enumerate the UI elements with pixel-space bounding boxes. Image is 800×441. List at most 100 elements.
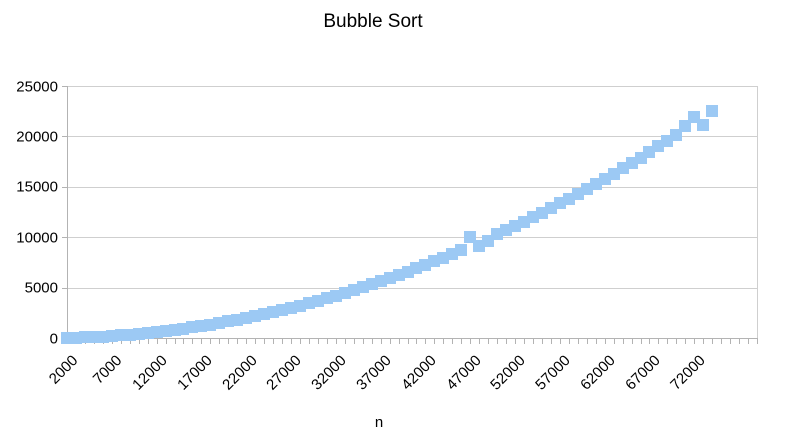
x-axis-tick: [237, 339, 239, 344]
x-axis-tick: [425, 339, 427, 344]
x-axis-tick: [228, 339, 230, 344]
x-axis-tick: [721, 339, 723, 344]
data-point-marker: [455, 244, 468, 257]
x-axis-tick: [461, 339, 463, 344]
x-axis-tick: [147, 339, 149, 344]
y-axis-label: 0: [49, 330, 58, 347]
x-axis-tick: [192, 339, 194, 344]
x-axis-tick: [730, 339, 732, 344]
x-axis-tick: [631, 339, 633, 344]
x-axis-tick: [685, 339, 687, 344]
x-axis-tick: [371, 339, 373, 344]
x-axis-tick: [532, 339, 534, 344]
x-axis-label: 27000: [263, 352, 306, 394]
x-axis-tick: [640, 339, 642, 344]
x-axis-tick: [326, 339, 328, 344]
x-axis-tick: [416, 339, 418, 344]
x-axis-tick: [559, 339, 561, 344]
x-axis-tick: [273, 339, 275, 344]
x-axis-tick: [282, 339, 284, 344]
x-axis-tick: [676, 339, 678, 344]
x-axis-tick: [577, 339, 579, 344]
x-axis-label: 52000: [487, 352, 530, 394]
y-axis-tick: [62, 86, 67, 87]
x-axis-tick: [694, 339, 696, 344]
x-axis-label: 42000: [397, 352, 440, 394]
data-point-marker: [706, 105, 719, 118]
x-axis-tick: [515, 339, 517, 344]
x-axis-tick: [362, 339, 364, 344]
x-axis-label: 47000: [442, 352, 485, 394]
x-axis-tick: [452, 339, 454, 344]
x-axis-tick: [497, 339, 499, 344]
x-axis-label: 72000: [666, 352, 709, 394]
x-axis-label: 57000: [532, 352, 574, 394]
chart-title: Bubble Sort: [323, 11, 423, 32]
x-axis-tick: [649, 339, 651, 344]
y-axis-label: 10000: [16, 229, 58, 247]
x-axis-label: 2000: [45, 352, 82, 388]
y-axis-tick: [62, 287, 67, 289]
x-axis-tick: [470, 339, 472, 344]
data-point-marker: [679, 120, 692, 133]
x-axis-tick: [344, 339, 346, 344]
x-axis-tick: [210, 339, 212, 344]
x-axis-label: 67000: [621, 352, 664, 394]
x-axis-tick: [703, 339, 705, 344]
y-axis-label: 15000: [16, 178, 58, 196]
x-axis-tick: [434, 339, 436, 344]
x-axis-tick: [264, 339, 266, 344]
x-axis-title: n: [374, 414, 384, 431]
x-axis-tick: [658, 339, 660, 344]
x-axis-tick: [613, 339, 615, 344]
x-axis-tick: [586, 339, 588, 344]
y-gridline: [67, 136, 757, 138]
x-axis-tick: [183, 339, 185, 344]
x-axis-tick: [479, 339, 481, 344]
x-axis-tick: [165, 339, 167, 344]
x-axis-tick: [156, 339, 158, 344]
x-axis-tick: [506, 339, 508, 344]
y-gridline: [67, 86, 757, 87]
plot-right-border: [757, 86, 758, 343]
x-axis-tick: [380, 339, 382, 344]
x-axis-tick: [120, 339, 122, 344]
x-axis-tick: [398, 339, 400, 344]
y-axis-label: 20000: [16, 128, 58, 146]
x-axis-tick: [291, 339, 293, 344]
x-axis-tick: [739, 339, 741, 344]
y-axis-tick: [62, 136, 67, 138]
x-axis-tick: [622, 339, 624, 344]
y-gridline: [67, 237, 757, 239]
x-axis-tick: [255, 339, 257, 344]
x-axis-tick: [541, 339, 543, 344]
x-axis-tick: [129, 339, 131, 344]
x-axis-tick: [353, 339, 355, 344]
x-axis-label: 7000: [90, 352, 126, 388]
x-axis-tick: [488, 339, 490, 344]
x-axis-tick: [550, 339, 552, 344]
x-axis-tick: [524, 339, 525, 344]
x-axis-tick: [443, 339, 445, 344]
y-gridline: [67, 287, 757, 289]
x-axis-tick: [317, 339, 319, 344]
y-gridline: [67, 186, 757, 188]
x-axis-tick: [335, 339, 337, 344]
y-axis-line: [67, 86, 68, 338]
x-axis-label: 12000: [129, 352, 171, 394]
x-axis-tick: [568, 339, 570, 344]
x-axis-tick: [748, 339, 750, 344]
x-axis-tick: [201, 339, 203, 344]
x-axis-tick: [712, 339, 714, 344]
x-axis-tick: [757, 339, 758, 344]
x-axis-tick: [174, 339, 176, 344]
x-axis-line: [67, 338, 758, 339]
x-axis-tick: [604, 339, 606, 344]
y-axis-tick: [62, 237, 67, 239]
x-axis-tick: [219, 339, 221, 344]
x-axis-tick: [246, 339, 248, 344]
x-axis-tick: [138, 339, 140, 344]
x-axis-tick: [407, 339, 409, 344]
y-axis-label: 5000: [24, 279, 58, 297]
